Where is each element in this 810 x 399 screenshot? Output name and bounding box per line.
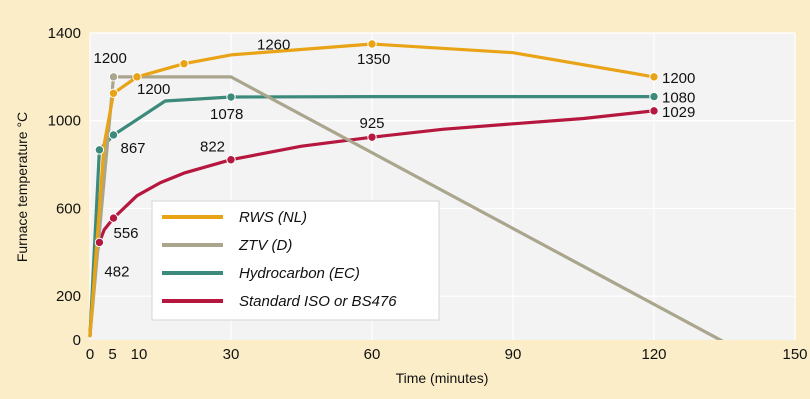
- data-point-rws-nl: [108, 88, 119, 99]
- data-point-standard-iso-or-bs476: [367, 132, 377, 142]
- data-label: 1078: [210, 106, 243, 123]
- x-tick-label: 0: [86, 346, 94, 363]
- data-label: 1260: [257, 37, 290, 54]
- data-label: 1200: [94, 50, 127, 67]
- x-axis-title: Time (minutes): [396, 370, 489, 386]
- data-point-standard-iso-or-bs476: [94, 237, 105, 248]
- data-point-standard-iso-or-bs476: [226, 155, 236, 165]
- data-point-rws-nl: [179, 59, 189, 69]
- data-label: 1200: [662, 70, 695, 87]
- data-point-ztv-d: [108, 72, 119, 82]
- data-label: 925: [359, 115, 384, 132]
- data-point-rws-nl: [649, 72, 659, 82]
- data-label: 822: [200, 139, 225, 156]
- y-tick-label: 200: [56, 288, 81, 305]
- x-tick-labels: 0 5 10 30 60 90 120 150: [86, 346, 808, 363]
- x-tick-label: 120: [641, 346, 666, 363]
- data-label: 867: [121, 140, 146, 157]
- legend-label-hydrocarbon-ec: Hydrocarbon (EC): [239, 265, 360, 282]
- legend-label-rws-nl: RWS (NL): [239, 209, 307, 226]
- data-point-hydrocarbon-ec: [226, 92, 236, 102]
- legend: RWS (NL) ZTV (D) Hydrocarbon (EC) Standard …: [151, 200, 440, 321]
- data-label: 1200: [137, 81, 170, 98]
- x-tick-label: 10: [131, 346, 148, 363]
- y-tick-label: 1000: [48, 113, 81, 130]
- x-tick-label: 90: [505, 346, 522, 363]
- data-point-hydrocarbon-ec: [108, 130, 119, 140]
- data-point-rws-nl: [367, 39, 377, 49]
- series-line-standard-iso-or-bs476: [88, 109, 656, 338]
- y-tick-label: 600: [56, 200, 81, 217]
- y-axis-title: Furnace temperature °C: [14, 112, 30, 262]
- legend-label-standard-iso-or-bs476: Standard ISO or BS476: [239, 293, 397, 310]
- marker-layer: [94, 39, 659, 248]
- y-tick-label: 1400: [48, 25, 81, 42]
- data-label: 1350: [357, 51, 390, 68]
- y-tick-labels: 0 200 600 1000 1400: [48, 25, 81, 349]
- data-point-standard-iso-or-bs476: [108, 213, 119, 223]
- legend-label-ztv-d: ZTV (D): [238, 237, 292, 254]
- data-label: 556: [114, 225, 139, 242]
- x-tick-label: 30: [223, 346, 240, 363]
- x-tick-label: 5: [108, 346, 116, 363]
- data-point-standard-iso-or-bs476: [649, 106, 659, 116]
- data-label: 1080: [662, 90, 695, 107]
- data-label: 1029: [662, 104, 695, 121]
- x-tick-label: 60: [364, 346, 381, 363]
- data-point-rws-nl: [132, 72, 142, 82]
- series-line-ztv-d: [88, 75, 724, 340]
- data-point-hydrocarbon-ec: [649, 91, 659, 102]
- x-tick-label: 150: [782, 346, 807, 363]
- data-point-hydrocarbon-ec: [94, 145, 105, 155]
- data-label: 482: [104, 263, 129, 280]
- y-tick-label: 0: [73, 332, 81, 349]
